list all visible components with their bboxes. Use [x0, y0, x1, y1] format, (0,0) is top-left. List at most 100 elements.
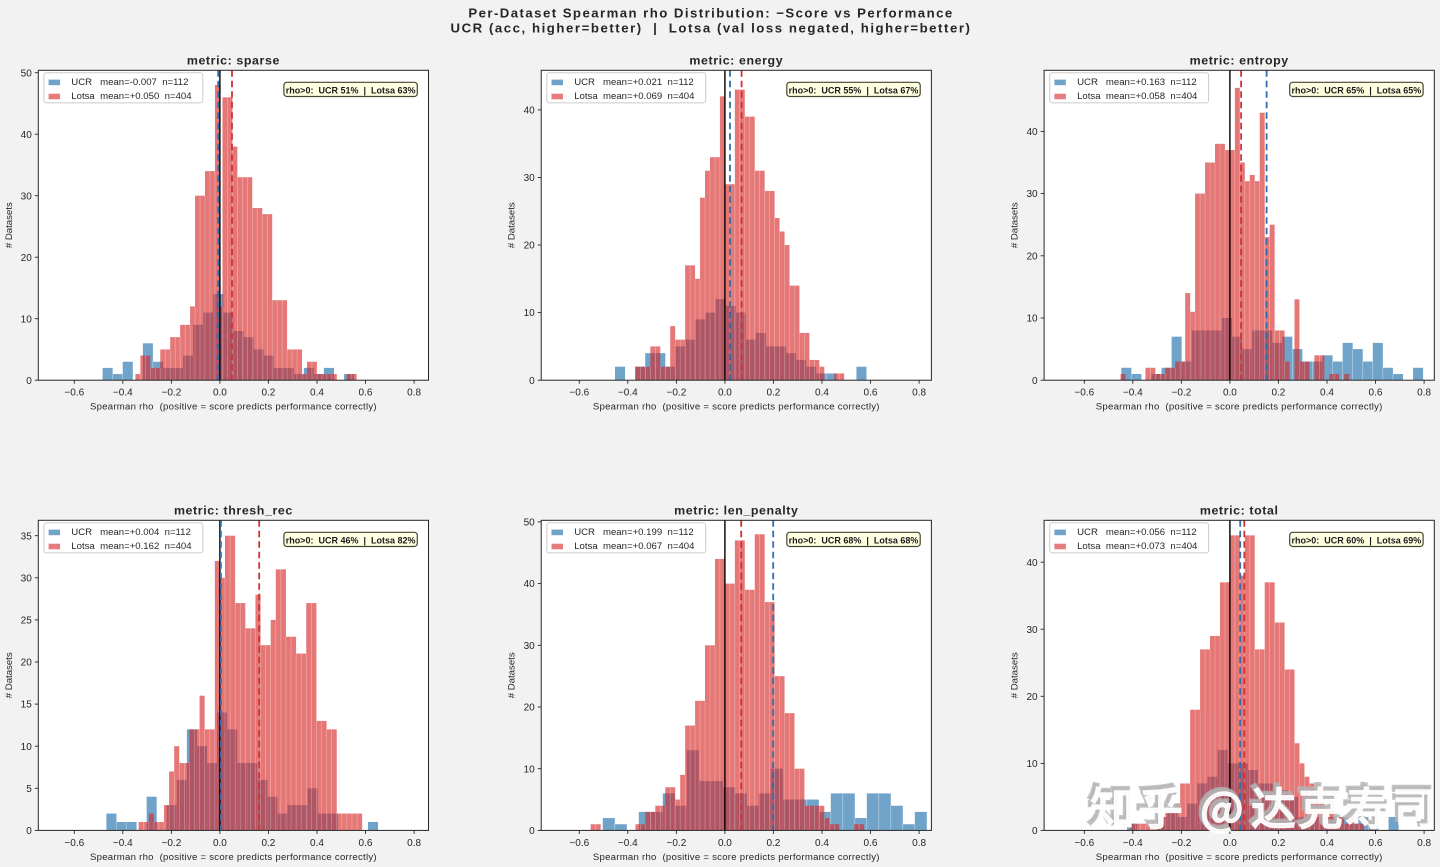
- svg-text:30: 30: [21, 191, 33, 202]
- svg-text:0.0: 0.0: [213, 388, 227, 399]
- svg-text:Spearman rho (positive = scor: Spearman rho (positive = score predicts …: [90, 852, 377, 863]
- svg-text:Spearman rho (positive = scor: Spearman rho (positive = score predicts …: [90, 402, 377, 413]
- svg-text:−0.4: −0.4: [113, 388, 133, 399]
- svg-text:0.2: 0.2: [261, 388, 275, 399]
- svg-text:30: 30: [524, 173, 536, 184]
- svg-text:10: 10: [1026, 759, 1038, 770]
- svg-text:Spearman rho (positive = scor: Spearman rho (positive = score predicts …: [593, 402, 880, 413]
- svg-text:rho>0: UCR 68% | Lotsa 68%: rho>0: UCR 68% | Lotsa 68%: [789, 535, 919, 545]
- svg-text:UCR mean=+0.004 n=112: UCR mean=+0.004 n=112: [71, 527, 191, 538]
- svg-text:25: 25: [21, 616, 33, 627]
- svg-text:metric: len_penalty: metric: len_penalty: [674, 504, 798, 518]
- svg-text:metric: total: metric: total: [1200, 504, 1279, 518]
- svg-text:−0.2: −0.2: [667, 388, 687, 399]
- svg-text:0.8: 0.8: [912, 388, 926, 399]
- svg-text:rho>0: UCR 65% | Lotsa 65%: rho>0: UCR 65% | Lotsa 65%: [1291, 85, 1421, 95]
- svg-text:metric: energy: metric: energy: [689, 54, 783, 68]
- svg-text:0: 0: [26, 826, 32, 837]
- svg-text:−0.6: −0.6: [1074, 388, 1094, 399]
- svg-text:Spearman rho (positive = scor: Spearman rho (positive = score predicts …: [1096, 402, 1383, 413]
- svg-text:10: 10: [524, 764, 536, 775]
- svg-text:Lotsa mean=+0.069 n=404: Lotsa mean=+0.069 n=404: [574, 91, 695, 102]
- svg-text:UCR mean=+0.199 n=112: UCR mean=+0.199 n=112: [574, 527, 694, 538]
- svg-text:0.6: 0.6: [1369, 838, 1383, 849]
- svg-text:0.2: 0.2: [1271, 838, 1285, 849]
- svg-text:40: 40: [1026, 127, 1038, 138]
- svg-text:0.0: 0.0: [213, 838, 227, 849]
- svg-text:0.8: 0.8: [912, 838, 926, 849]
- svg-text:10: 10: [21, 742, 33, 753]
- svg-text:20: 20: [524, 241, 536, 252]
- svg-text:# Datasets: # Datasets: [1010, 202, 1021, 248]
- svg-text:40: 40: [1026, 558, 1038, 569]
- svg-text:20: 20: [1026, 692, 1038, 703]
- svg-text:−0.4: −0.4: [618, 388, 638, 399]
- svg-text:15: 15: [21, 700, 33, 711]
- svg-text:UCR mean=-0.007 n=112: UCR mean=-0.007 n=112: [71, 77, 188, 88]
- svg-text:metric: sparse: metric: sparse: [187, 54, 280, 68]
- svg-text:5: 5: [26, 784, 32, 795]
- svg-text:rho>0: UCR 55% | Lotsa 67%: rho>0: UCR 55% | Lotsa 67%: [789, 85, 919, 95]
- svg-text:40: 40: [21, 130, 33, 141]
- svg-text:metric: entropy: metric: entropy: [1190, 54, 1289, 68]
- svg-text:−0.2: −0.2: [162, 388, 182, 399]
- svg-text:0.8: 0.8: [1417, 838, 1431, 849]
- svg-text:0.4: 0.4: [310, 388, 324, 399]
- svg-text:−0.6: −0.6: [569, 388, 589, 399]
- svg-text:40: 40: [524, 106, 536, 117]
- svg-text:30: 30: [21, 573, 33, 584]
- svg-text:UCR (acc, higher=better) | L: UCR (acc, higher=better) | Lotsa (val lo…: [451, 21, 972, 36]
- svg-text:0.6: 0.6: [1369, 388, 1383, 399]
- svg-text:40: 40: [524, 579, 536, 590]
- svg-text:−0.4: −0.4: [1123, 838, 1143, 849]
- svg-text:Lotsa mean=+0.162 n=404: Lotsa mean=+0.162 n=404: [71, 541, 192, 552]
- svg-text:−0.4: −0.4: [1123, 388, 1143, 399]
- svg-text:0.8: 0.8: [407, 838, 421, 849]
- svg-text:Spearman rho (positive = scor: Spearman rho (positive = score predicts …: [593, 852, 880, 863]
- svg-text:0.2: 0.2: [766, 838, 780, 849]
- svg-text:30: 30: [524, 641, 536, 652]
- svg-text:0.8: 0.8: [407, 388, 421, 399]
- svg-text:UCR mean=+0.163 n=112: UCR mean=+0.163 n=112: [1077, 77, 1197, 88]
- svg-text:0: 0: [1032, 376, 1038, 387]
- svg-text:0.8: 0.8: [1417, 388, 1431, 399]
- svg-text:# Datasets: # Datasets: [507, 202, 518, 248]
- svg-text:−0.2: −0.2: [162, 838, 182, 849]
- svg-text:0.0: 0.0: [718, 838, 732, 849]
- svg-text:0.2: 0.2: [766, 388, 780, 399]
- svg-text:0.6: 0.6: [864, 838, 878, 849]
- svg-text:−0.6: −0.6: [1074, 838, 1094, 849]
- svg-text:UCR mean=+0.021 n=112: UCR mean=+0.021 n=112: [574, 77, 694, 88]
- svg-text:50: 50: [524, 518, 536, 529]
- svg-text:0.6: 0.6: [864, 388, 878, 399]
- svg-text:20: 20: [21, 658, 33, 669]
- svg-text:# Datasets: # Datasets: [4, 202, 15, 248]
- svg-text:Lotsa mean=+0.067 n=404: Lotsa mean=+0.067 n=404: [574, 541, 695, 552]
- svg-text:20: 20: [1026, 251, 1038, 262]
- svg-text:0.4: 0.4: [1320, 838, 1334, 849]
- svg-text:10: 10: [524, 308, 536, 319]
- svg-text:0.4: 0.4: [815, 388, 829, 399]
- svg-text:Spearman rho (positive = scor: Spearman rho (positive = score predicts …: [1096, 852, 1383, 863]
- svg-text:UCR mean=+0.056 n=112: UCR mean=+0.056 n=112: [1077, 527, 1197, 538]
- svg-text:30: 30: [1026, 625, 1038, 636]
- svg-text:0.0: 0.0: [718, 388, 732, 399]
- svg-text:0.4: 0.4: [310, 838, 324, 849]
- svg-text:20: 20: [21, 253, 33, 264]
- svg-text:10: 10: [21, 314, 33, 325]
- svg-text:# Datasets: # Datasets: [507, 652, 518, 698]
- svg-text:0.0: 0.0: [1223, 388, 1237, 399]
- svg-text:Lotsa mean=+0.058 n=404: Lotsa mean=+0.058 n=404: [1077, 91, 1198, 102]
- svg-text:0.4: 0.4: [815, 838, 829, 849]
- svg-text:0.6: 0.6: [359, 838, 373, 849]
- svg-text:0.6: 0.6: [359, 388, 373, 399]
- svg-text:rho>0: UCR 60% | Lotsa 69%: rho>0: UCR 60% | Lotsa 69%: [1291, 535, 1421, 545]
- svg-text:0.0: 0.0: [1223, 838, 1237, 849]
- svg-text:0: 0: [529, 826, 535, 837]
- svg-text:−0.4: −0.4: [618, 838, 638, 849]
- svg-text:0.2: 0.2: [1271, 388, 1285, 399]
- svg-text:30: 30: [1026, 189, 1038, 200]
- svg-text:Lotsa mean=+0.050 n=404: Lotsa mean=+0.050 n=404: [71, 91, 192, 102]
- svg-text:0: 0: [529, 376, 535, 387]
- svg-text:rho>0: UCR 46% | Lotsa 82%: rho>0: UCR 46% | Lotsa 82%: [286, 535, 416, 545]
